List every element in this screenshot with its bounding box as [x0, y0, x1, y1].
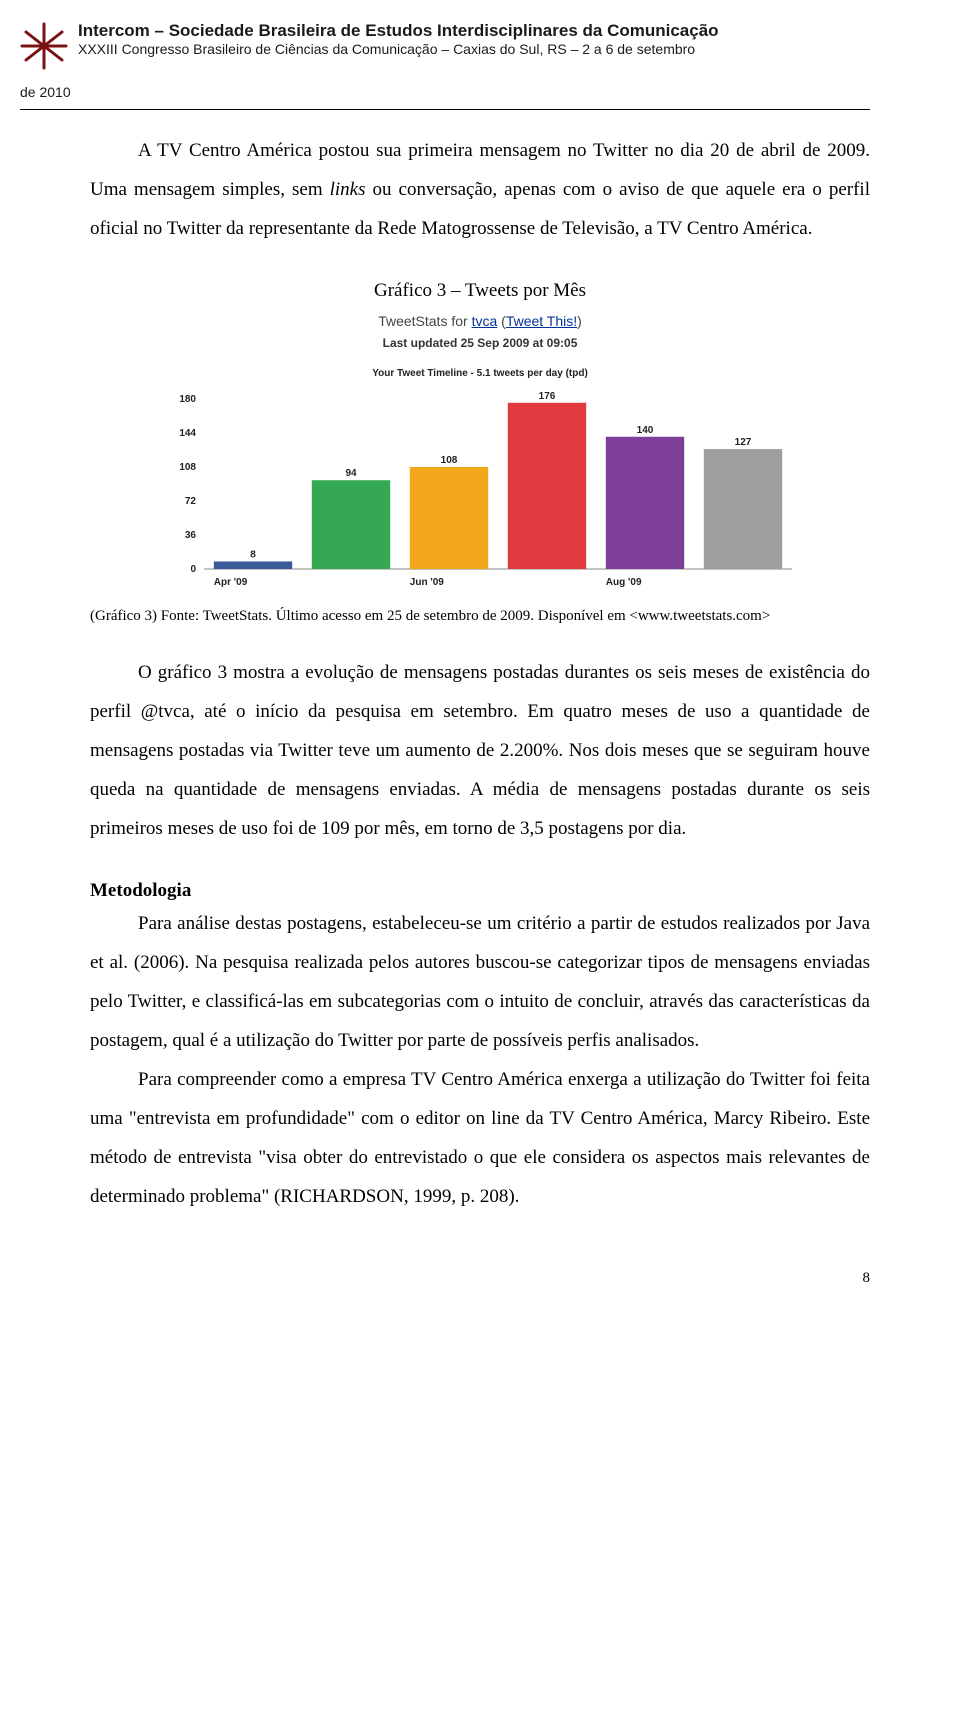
- svg-text:0: 0: [190, 564, 196, 575]
- svg-text:108: 108: [179, 462, 196, 473]
- svg-text:36: 36: [185, 530, 197, 541]
- chart-block: Gráfico 3 – Tweets por Mês TweetStats fo…: [90, 277, 870, 596]
- paragraph-4: Para compreender como a empresa TV Centr…: [90, 1061, 870, 1217]
- svg-text:Jun '09: Jun '09: [410, 577, 444, 588]
- intercom-logo: [20, 20, 68, 78]
- svg-text:140: 140: [637, 425, 654, 436]
- tweet-this-link[interactable]: Tweet This!: [506, 313, 577, 329]
- tweetstats-updated: Last updated 25 Sep 2009 at 09:05: [90, 334, 870, 352]
- svg-text:Aug '09: Aug '09: [606, 577, 642, 588]
- svg-text:108: 108: [441, 455, 458, 466]
- paragraph-3: Para análise destas postagens, estabelec…: [90, 905, 870, 1061]
- tweetstats-line: TweetStats for tvca (Tweet This!): [90, 311, 870, 332]
- bar-chart: 0 36 72 108 144 180 8 94 108 176 140 127 Apr '09 Jun …: [160, 385, 800, 595]
- timeline-label: Your Tweet Timeline - 5.1 tweets per day…: [90, 366, 870, 381]
- page-header: Intercom – Sociedade Brasileira de Estud…: [20, 20, 870, 78]
- paragraph-2-text: O gráfico 3 mostra a evolução de mensage…: [90, 662, 870, 839]
- tweetstats-prefix: TweetStats for: [378, 313, 471, 329]
- svg-text:8: 8: [250, 550, 256, 561]
- paragraph-2: O gráfico 3 mostra a evolução de mensage…: [90, 654, 870, 849]
- header-subtitle: XXXIII Congresso Brasileiro de Ciências …: [78, 41, 870, 59]
- tvca-link[interactable]: tvca: [472, 313, 498, 329]
- paragraph-1-italic: links: [330, 179, 366, 200]
- svg-text:127: 127: [735, 437, 752, 448]
- svg-text:144: 144: [179, 428, 196, 439]
- chart-title: Gráfico 3 – Tweets por Mês: [90, 277, 870, 306]
- svg-text:180: 180: [179, 394, 196, 405]
- paragraph-4-text: Para compreender como a empresa TV Centr…: [90, 1069, 870, 1207]
- header-divider: [20, 109, 870, 110]
- svg-text:94: 94: [345, 469, 357, 480]
- paragraph-1: A TV Centro América postou sua primeira …: [90, 132, 870, 249]
- page-number: 8: [90, 1267, 870, 1290]
- svg-text:176: 176: [539, 391, 556, 402]
- chart-caption: (Gráfico 3) Fonte: TweetStats. Último ac…: [90, 605, 870, 628]
- section-heading-metodologia: Metodologia: [90, 877, 870, 906]
- svg-text:72: 72: [185, 496, 197, 507]
- header-year-line: de 2010: [20, 82, 870, 103]
- tweet-this-open: (: [497, 313, 506, 329]
- header-title: Intercom – Sociedade Brasileira de Estud…: [78, 20, 870, 41]
- svg-text:Apr '09: Apr '09: [214, 577, 248, 588]
- tweet-this-close: ): [577, 313, 582, 329]
- paragraph-3-text: Para análise destas postagens, estabelec…: [90, 913, 870, 1051]
